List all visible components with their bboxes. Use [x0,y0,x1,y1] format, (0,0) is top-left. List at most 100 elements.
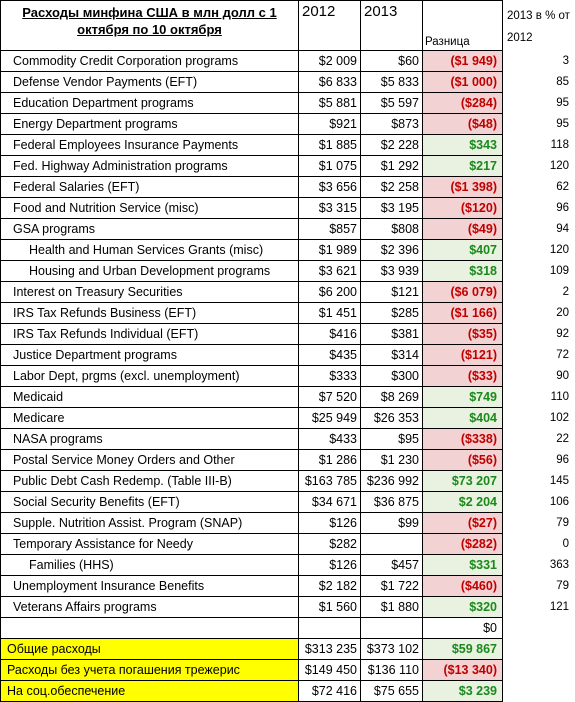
difference-cell: $3 239 [423,681,503,702]
value-2012-cell: $435 [299,345,361,366]
difference-cell: ($121) [423,345,503,366]
item-name-cell: Social Security Benefits (EFT) [1,492,299,513]
difference-cell: ($49) [423,219,503,240]
difference-cell: ($1 949) [423,51,503,72]
item-name-cell: IRS Tax Refunds Individual (EFT) [1,324,299,345]
table-row: Fed. Highway Administration programs$1 0… [1,156,575,177]
item-name-cell: Federal Salaries (EFT) [1,177,299,198]
value-2012-cell: $333 [299,366,361,387]
value-2013-cell: $2 396 [361,240,423,261]
percent-cell: 96 [503,450,575,471]
table-row: Temporary Assistance for Needy$282($282)… [1,534,575,555]
value-2012-cell: $6 833 [299,72,361,93]
percent-cell: 102 [503,408,575,429]
table-row: Public Debt Cash Redemp. (Table III-B)$1… [1,471,575,492]
value-2013-cell: $1 880 [361,597,423,618]
value-2013-cell: $5 597 [361,93,423,114]
table-row: GSA programs$857$808($49)94 [1,219,575,240]
value-2012-cell: $1 451 [299,303,361,324]
difference-cell: $331 [423,555,503,576]
difference-cell: ($120) [423,198,503,219]
difference-cell: ($284) [423,93,503,114]
percent-cell: 145 [503,471,575,492]
percent-cell: 79 [503,576,575,597]
item-name-cell: Veterans Affairs programs [1,597,299,618]
item-name-cell: Medicare [1,408,299,429]
table-row: Health and Human Services Grants (misc) $… [1,240,575,261]
value-2012-cell: $7 520 [299,387,361,408]
table-row: Energy Department programs$921$873($48)9… [1,114,575,135]
item-name-cell: Interest on Treasury Securities [1,282,299,303]
percent-cell [503,639,575,660]
value-2012-cell: $1 560 [299,597,361,618]
value-2013-cell: $5 833 [361,72,423,93]
value-2012-cell: $2 009 [299,51,361,72]
percent-cell: 95 [503,114,575,135]
difference-cell: $0 [423,618,503,639]
value-2012-cell: $5 881 [299,93,361,114]
difference-cell: $749 [423,387,503,408]
percent-cell: 79 [503,513,575,534]
header-difference: Разница [423,1,503,51]
difference-cell: ($338) [423,429,503,450]
total-row: Общие расходы$313 235$373 102$59 867 [1,639,575,660]
value-2013-cell: $1 292 [361,156,423,177]
value-2012-cell: $3 621 [299,261,361,282]
value-2012-cell: $25 949 [299,408,361,429]
difference-cell: ($282) [423,534,503,555]
difference-cell: ($27) [423,513,503,534]
percent-cell: 62 [503,177,575,198]
value-2013-cell: $36 875 [361,492,423,513]
difference-cell: $320 [423,597,503,618]
table-row: Justice Department programs$435$314($121… [1,345,575,366]
value-2012-cell: $1 885 [299,135,361,156]
percent-cell: 2 [503,282,575,303]
value-2012-cell: $282 [299,534,361,555]
value-2012-cell: $857 [299,219,361,240]
value-2012-cell [299,618,361,639]
difference-cell: $2 204 [423,492,503,513]
item-name-cell: Postal Service Money Orders and Other [1,450,299,471]
percent-cell: 120 [503,156,575,177]
percent-cell: 96 [503,198,575,219]
total-row: Расходы без учета погашения трежерис$149… [1,660,575,681]
difference-cell: ($35) [423,324,503,345]
item-name-cell: NASA programs [1,429,299,450]
header-year-2013: 2013 [361,1,423,51]
table-row: Commodity Credit Corporation programs$2 … [1,51,575,72]
value-2013-cell: $236 992 [361,471,423,492]
item-name-cell: Federal Employees Insurance Payments [1,135,299,156]
difference-cell: $404 [423,408,503,429]
value-2012-cell: $149 450 [299,660,361,681]
value-2013-cell: $457 [361,555,423,576]
table-row: Education Department programs$5 881$5 59… [1,93,575,114]
table-row: NASA programs$433$95($338)22 [1,429,575,450]
difference-cell: ($1 166) [423,303,503,324]
value-2012-cell: $163 785 [299,471,361,492]
header-row: Расходы минфина США в млн долл с 1 октяб… [1,1,575,51]
item-name-cell: Health and Human Services Grants (misc) [1,240,299,261]
value-2012-cell: $1 286 [299,450,361,471]
percent-cell: 0 [503,534,575,555]
percent-cell [503,618,575,639]
table-row: Defense Vendor Payments (EFT)$6 833$5 83… [1,72,575,93]
value-2012-cell: $6 200 [299,282,361,303]
item-name-cell: Defense Vendor Payments (EFT) [1,72,299,93]
percent-cell: 92 [503,324,575,345]
item-name-cell: Supple. Nutrition Assist. Program (SNAP) [1,513,299,534]
difference-cell: ($1 398) [423,177,503,198]
item-name-cell: Housing and Urban Development programs [1,261,299,282]
value-2013-cell: $8 269 [361,387,423,408]
value-2013-cell: $95 [361,429,423,450]
difference-cell: ($56) [423,450,503,471]
table-row: IRS Tax Refunds Business (EFT)$1 451$285… [1,303,575,324]
value-2012-cell: $2 182 [299,576,361,597]
item-name-cell: Food and Nutrition Service (misc) [1,198,299,219]
percent-cell: 120 [503,240,575,261]
table-row: Federal Employees Insurance Payments$1 8… [1,135,575,156]
percent-cell: 22 [503,429,575,450]
percent-cell: 72 [503,345,575,366]
